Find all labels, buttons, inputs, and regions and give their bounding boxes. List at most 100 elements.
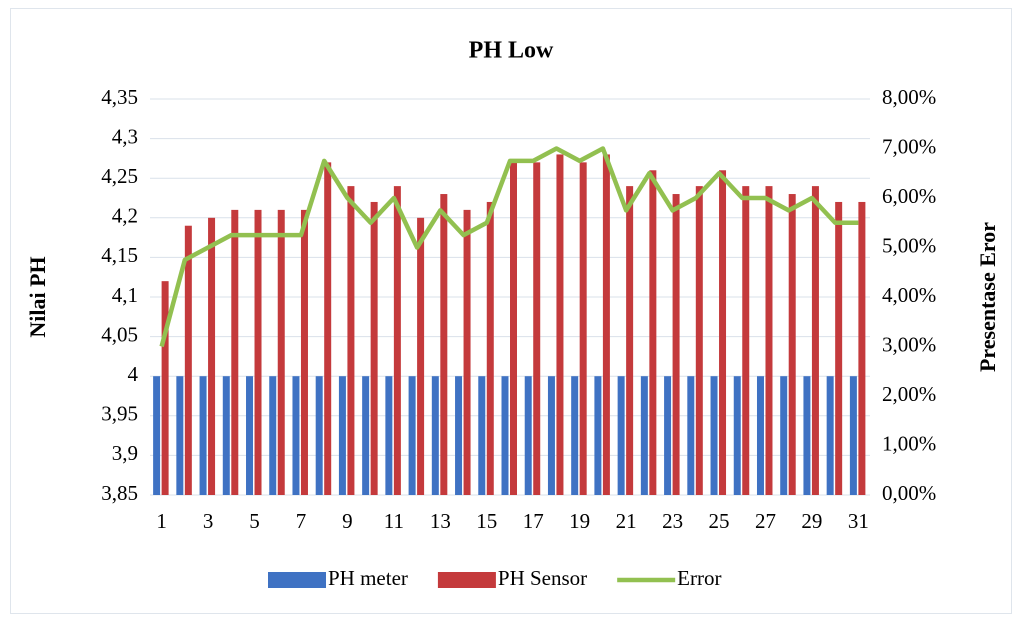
bar [292, 376, 300, 495]
bar [664, 376, 672, 495]
bar [176, 376, 184, 495]
bar [246, 376, 254, 495]
y-tick-label: 4 [128, 362, 139, 386]
x-tick-label: 27 [755, 509, 776, 533]
x-tick-label: 23 [662, 509, 683, 533]
chart-title: PH Low [469, 38, 554, 64]
bar [362, 376, 370, 495]
y2-tick-label: 0,00% [882, 481, 936, 505]
x-tick-label: 9 [342, 509, 353, 533]
bar [594, 376, 602, 495]
bar [417, 217, 425, 496]
x-tick-label: 1 [156, 509, 167, 533]
bar [440, 194, 448, 496]
x-tick-label: 11 [384, 509, 404, 533]
bar [835, 201, 843, 495]
bar [547, 376, 555, 495]
bar [710, 376, 718, 495]
bar [602, 154, 610, 495]
line [159, 146, 859, 348]
x-tick-label: 15 [476, 509, 497, 533]
bar [408, 376, 416, 495]
bar [733, 376, 741, 495]
y-tick-label: 4,05 [101, 322, 138, 346]
bar [269, 376, 277, 495]
y-axis-title: Nilai PH [25, 256, 50, 337]
bar [277, 209, 285, 495]
legend-label: PH meter [328, 566, 408, 590]
bar [579, 162, 587, 496]
bar [571, 376, 579, 495]
y-tick-label: 4,1 [112, 283, 138, 307]
legend-swatch [437, 572, 496, 588]
bar [478, 376, 486, 495]
x-tick-label: 5 [249, 509, 260, 533]
bar [687, 376, 695, 495]
bar [161, 281, 169, 495]
bar [300, 209, 308, 495]
y-tick-label: 3,85 [101, 481, 138, 505]
bar [431, 376, 439, 495]
bar [533, 162, 541, 496]
y2-tick-label: 8,00% [882, 85, 936, 109]
x-tick-label: 7 [296, 509, 307, 533]
y2-tick-label: 3,00% [882, 332, 936, 356]
bar [153, 376, 161, 495]
bar [338, 376, 346, 495]
bar [222, 376, 230, 495]
bar [370, 201, 378, 495]
x-tick-label: 17 [523, 509, 544, 533]
x-tick-label: 25 [709, 509, 730, 533]
y2-tick-label: 5,00% [882, 233, 936, 257]
y-tick-label: 3,95 [101, 402, 138, 426]
bar [672, 194, 680, 496]
bar [811, 186, 819, 495]
y2-axis-title: Presentase Eror [975, 222, 1000, 372]
frame [10, 8, 1012, 614]
bar [347, 186, 355, 495]
legend-swatch [268, 572, 326, 588]
bar [455, 376, 463, 495]
y-tick-label: 4,35 [101, 85, 138, 109]
bar [184, 225, 192, 495]
bar [524, 376, 532, 495]
bar [199, 376, 207, 495]
bar [765, 186, 773, 495]
bar [324, 162, 332, 496]
bar [385, 376, 393, 495]
y-tick-label: 3,9 [112, 441, 138, 465]
x-tick-label: 19 [569, 509, 590, 533]
bar [556, 154, 564, 495]
y2-tick-label: 1,00% [882, 431, 936, 455]
bar [393, 186, 401, 495]
y2-tick-label: 7,00% [882, 134, 936, 158]
bar [719, 170, 727, 495]
bar [231, 209, 239, 495]
y-tick-label: 4,3 [112, 124, 138, 148]
y-tick-label: 4,15 [101, 243, 138, 267]
y2-tick-label: 6,00% [882, 184, 936, 208]
bar [742, 186, 750, 495]
bar [849, 376, 857, 495]
x-tick-label: 21 [616, 509, 637, 533]
bar [501, 376, 509, 495]
bar [803, 376, 811, 495]
legend-label: Error [677, 566, 721, 590]
x-tick-label: 29 [801, 509, 822, 533]
bar [315, 376, 323, 495]
y-tick-label: 4,2 [112, 204, 138, 228]
y2-tick-label: 2,00% [882, 382, 936, 406]
x-tick-label: 31 [848, 509, 869, 533]
bar [463, 209, 471, 495]
bar [649, 170, 657, 495]
x-tick-label: 3 [203, 509, 214, 533]
y2-tick-label: 4,00% [882, 283, 936, 307]
bar [510, 162, 517, 496]
legend-label: PH Sensor [498, 566, 587, 590]
bar [788, 194, 796, 496]
bar [756, 376, 764, 495]
bar [208, 217, 216, 496]
bar [617, 376, 625, 495]
